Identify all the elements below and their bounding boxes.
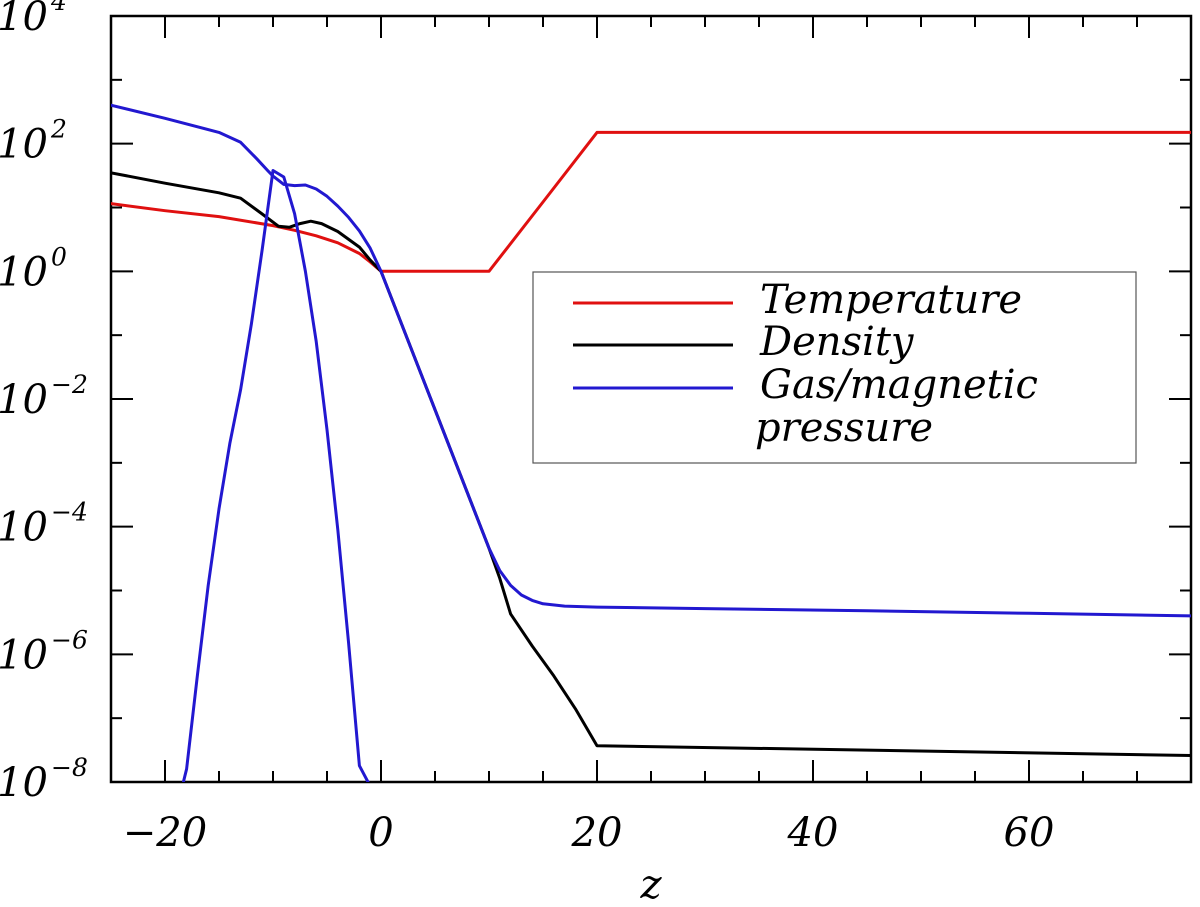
y-tick-label-base: 10 (0, 122, 48, 168)
y-tick-label-base: 10 (0, 760, 48, 806)
legend-label-pressure: Gas/magnetic (760, 362, 1038, 408)
y-tick-label: 10 −8 (0, 753, 88, 806)
series-line-temperature (111, 130, 1191, 273)
y-tick-label-exponent: −8 (51, 753, 88, 782)
legend-label-density: Density (759, 319, 915, 365)
y-tick-label-exponent: 4 (50, 0, 67, 16)
series-line-gas-magnetic-pressure (111, 103, 1191, 618)
x-tick-label: −20 (123, 810, 207, 856)
legend-label-pressure-line2: pressure (755, 405, 933, 451)
y-tick-label: 10 −4 (0, 498, 88, 551)
y-tick-label-exponent: 2 (50, 115, 67, 144)
y-tick-label-exponent: −4 (51, 498, 88, 527)
series-line-density (111, 171, 1191, 757)
series-line-pressure-peak (181, 169, 370, 782)
y-tick-label-exponent: −6 (51, 625, 88, 654)
y-tick-label-base: 10 (0, 249, 48, 295)
y-tick-label-exponent: 0 (51, 242, 67, 271)
x-tick-labels: −20 0 20 40 60 (123, 810, 1055, 856)
y-tick-label-exponent: −2 (51, 370, 88, 399)
x-tick-label: 0 (368, 810, 393, 856)
y-tick-label-base: 10 (0, 0, 48, 40)
y-tick-label: 10 2 (0, 115, 67, 168)
y-tick-label: 10 −6 (0, 625, 88, 678)
y-tick-label: 10 4 (0, 0, 67, 40)
y-tick-label-base: 10 (0, 377, 48, 423)
x-tick-label: 20 (571, 810, 623, 856)
y-tick-label: 10 0 (0, 242, 67, 295)
legend: Temperature Density Gas/magnetic pressur… (532, 271, 1137, 464)
axis-ticks (110, 15, 1192, 783)
y-tick-label-base: 10 (0, 632, 48, 678)
series-lines (111, 103, 1191, 782)
x-tick-label: 40 (787, 810, 839, 856)
y-tick-label: 10 −2 (0, 370, 88, 423)
y-tick-label-base: 10 (0, 505, 48, 551)
x-tick-label: 60 (1004, 810, 1055, 856)
legend-label-temperature: Temperature (760, 277, 1022, 323)
x-axis-title: z (639, 862, 662, 907)
